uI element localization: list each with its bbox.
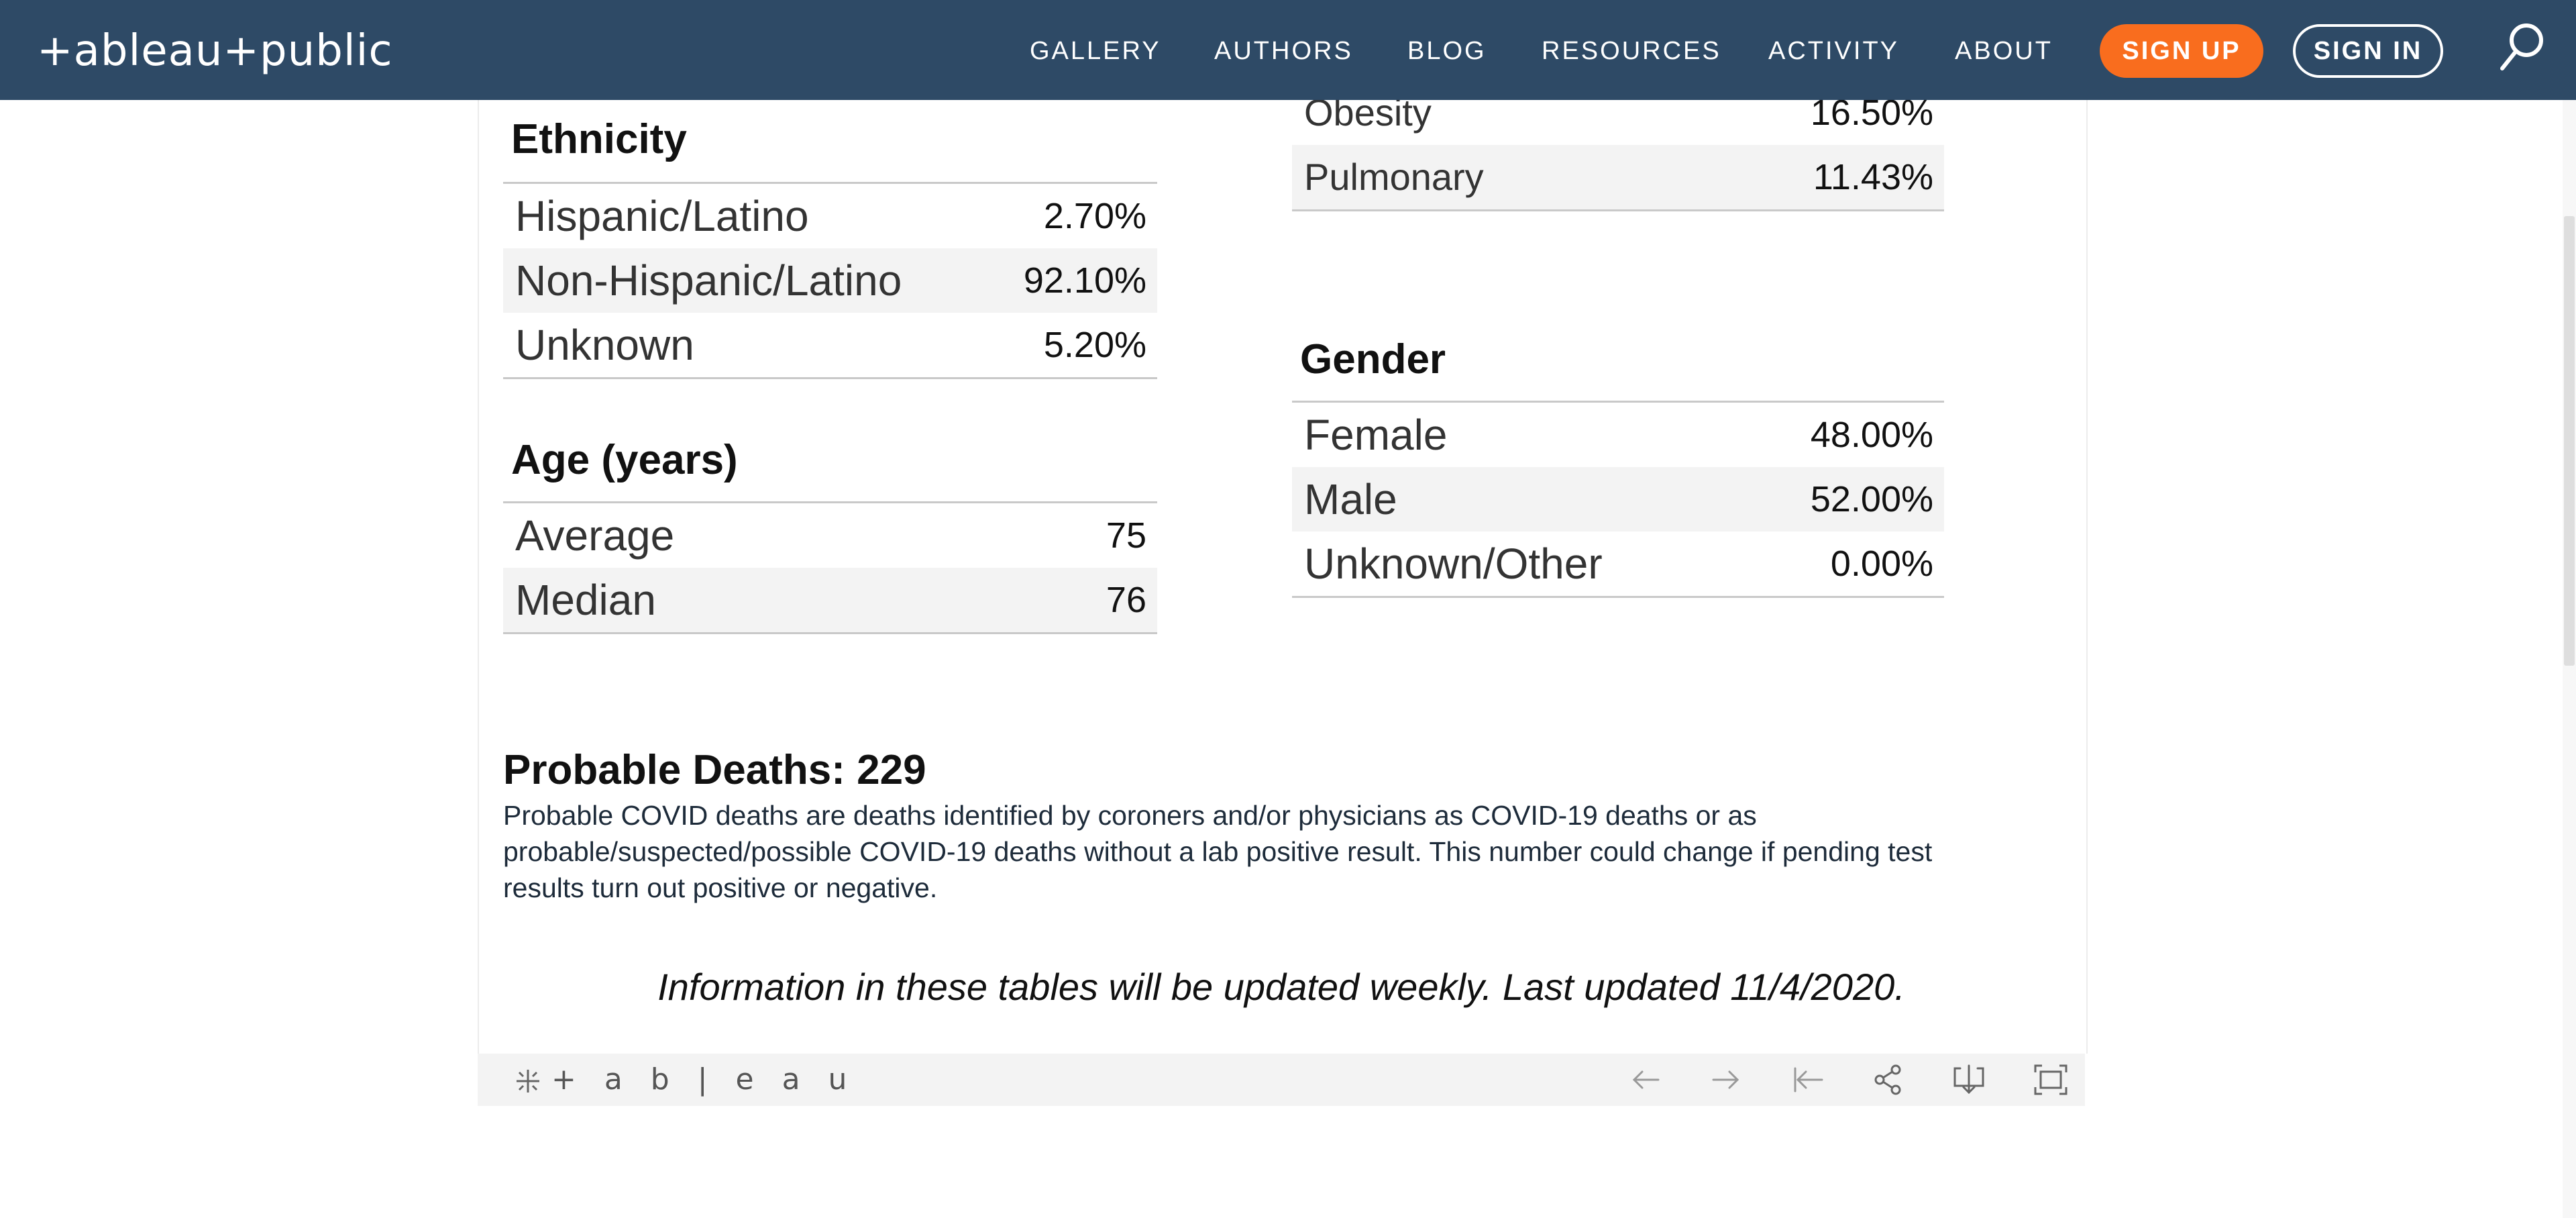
nav-about[interactable]: ABOUT: [1955, 37, 2053, 65]
table-row: Non-Hispanic/Latino 92.10%: [503, 248, 1157, 313]
table-row: Pulmonary 11.43%: [1292, 145, 1944, 209]
row-value: 75: [1106, 515, 1146, 556]
nav-resources[interactable]: RESOURCES: [1542, 37, 1721, 65]
gender-table: Female 48.00% Male 52.00% Unknown/Other …: [1292, 401, 1944, 598]
table-row: Hispanic/Latino 2.70%: [503, 184, 1157, 248]
row-label: Male: [1304, 475, 1397, 523]
ethnicity-table: Hispanic/Latino 2.70% Non-Hispanic/Latin…: [503, 182, 1157, 379]
row-label: Pulmonary: [1304, 156, 1484, 198]
page-scrollbar-thumb[interactable]: [2564, 216, 2575, 666]
nav-blog[interactable]: BLOG: [1407, 37, 1487, 65]
row-label: Unknown: [515, 321, 694, 369]
table-row: Male 52.00%: [1292, 467, 1944, 531]
row-value: 48.00%: [1810, 415, 1933, 455]
share-icon[interactable]: [1870, 1063, 1907, 1097]
probable-deaths-description: Probable COVID deaths are deaths identif…: [503, 800, 1933, 903]
age-table: Average 75 Median 76: [503, 501, 1157, 634]
download-icon[interactable]: [1951, 1063, 1987, 1097]
table-row: Unknown 5.20%: [503, 313, 1157, 377]
row-label: Hispanic/Latino: [515, 192, 809, 240]
table-row: Unknown/Other 0.00%: [1292, 531, 1944, 596]
tableau-wordmark: + a b | e a u: [551, 1062, 857, 1097]
redo-icon[interactable]: [1708, 1063, 1744, 1097]
row-label: Unknown/Other: [1304, 540, 1603, 588]
tableau-toolbar-logo[interactable]: + a b | e a u: [511, 1063, 856, 1097]
tableau-public-logo[interactable]: +ableau+public: [37, 26, 393, 76]
conditions-table: Obesity 16.50% Pulmonary 11.43%: [1292, 81, 1944, 211]
fullscreen-icon[interactable]: [2033, 1063, 2069, 1097]
row-value: 11.43%: [1813, 157, 1933, 197]
table-row: Female 48.00%: [1292, 403, 1944, 467]
age-title: Age (years): [511, 437, 738, 483]
tableau-mark-icon: [517, 1070, 539, 1093]
row-value: 5.20%: [1043, 325, 1146, 365]
row-value: 92.10%: [1023, 260, 1146, 301]
viz-toolbar: + a b | e a u: [478, 1054, 2085, 1106]
revert-icon[interactable]: [1790, 1063, 1826, 1097]
row-value: 0.00%: [1830, 544, 1933, 584]
update-note: Information in these tables will be upda…: [657, 966, 1905, 1008]
sign-up-button[interactable]: SIGN UP: [2100, 24, 2263, 78]
ethnicity-title: Ethnicity: [511, 116, 687, 162]
row-label: Female: [1304, 411, 1448, 459]
nav-gallery[interactable]: GALLERY: [1030, 37, 1161, 65]
row-value: 2.70%: [1043, 196, 1146, 236]
top-navigation-bar: +ableau+public GALLERY AUTHORS BLOG RESO…: [0, 0, 2576, 100]
row-value: 76: [1106, 580, 1146, 620]
nav-authors[interactable]: AUTHORS: [1214, 37, 1353, 65]
sign-in-button[interactable]: SIGN IN: [2293, 24, 2443, 78]
row-label: Average: [515, 511, 675, 560]
nav-activity[interactable]: ACTIVITY: [1768, 37, 1900, 65]
probable-deaths-title: Probable Deaths: 229: [503, 747, 926, 793]
search-icon[interactable]: [2497, 20, 2546, 77]
row-label: Median: [515, 576, 656, 624]
gender-title: Gender: [1300, 336, 1446, 383]
row-value: 52.00%: [1810, 479, 1933, 519]
undo-icon[interactable]: [1627, 1063, 1664, 1097]
table-row: Average 75: [503, 503, 1157, 568]
table-row: Median 76: [503, 568, 1157, 632]
row-label: Non-Hispanic/Latino: [515, 256, 902, 305]
